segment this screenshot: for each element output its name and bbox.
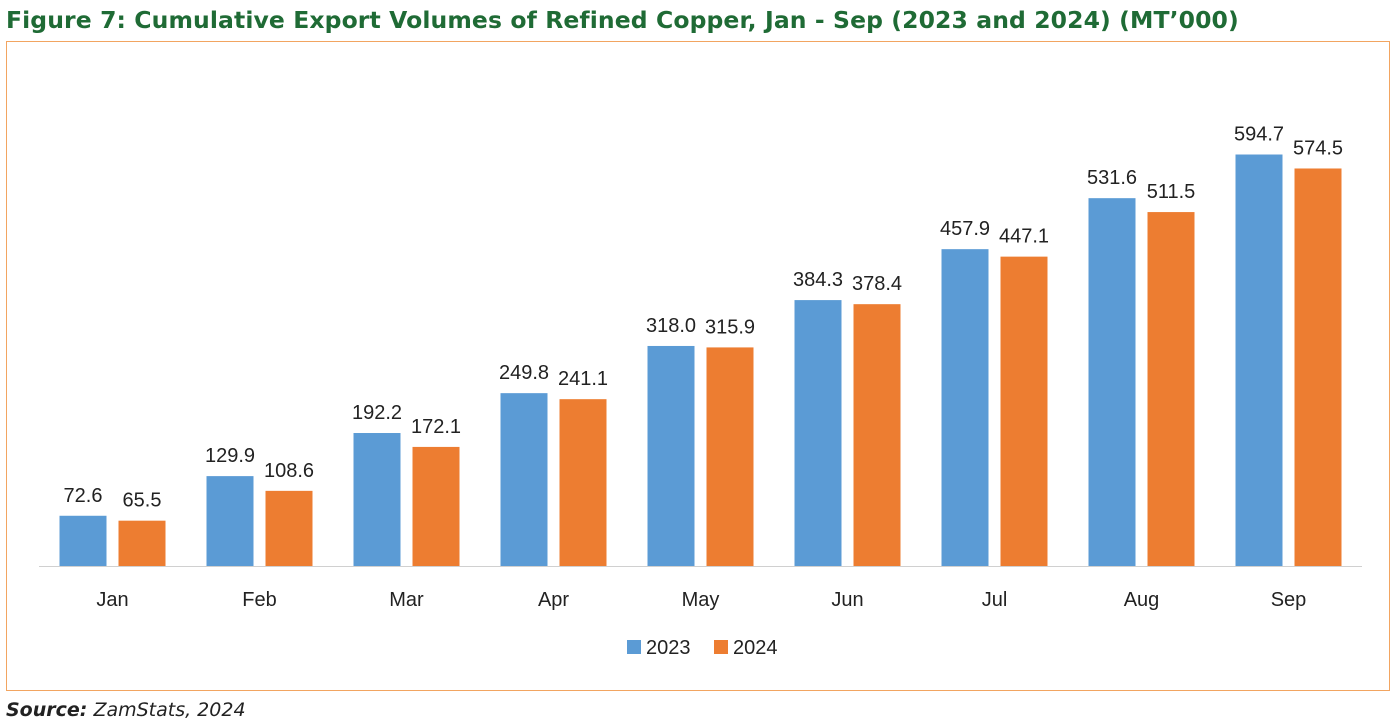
data-label-2023-feb: 129.9 [205, 445, 255, 467]
bar-chart: 72.6 65.5 Jan 129.9 108.6 Feb 192.2 172.1 Mar 249… [39, 124, 1362, 659]
data-label-2023-sep: 594.7 [1234, 124, 1284, 146]
bar-2023-jul [941, 249, 989, 567]
chart-frame: 72.6 65.5 Jan 129.9 108.6 Feb 192.2 172.1 Mar 249… [6, 41, 1390, 691]
bar-2023-feb [206, 476, 254, 566]
bar-2024-jul [1000, 256, 1048, 566]
bar-2024-jun [853, 304, 901, 566]
x-tick-label-mar: Mar [389, 589, 424, 611]
legend-label-2024: 2024 [733, 637, 778, 659]
x-tick-label-feb: Feb [242, 589, 276, 611]
data-label-2023-may: 318.0 [646, 315, 696, 337]
data-label-2023-aug: 531.6 [1087, 167, 1137, 189]
bar-2023-jan [59, 515, 107, 566]
plot-area: 72.6 65.5 Jan 129.9 108.6 Feb 192.2 172.1 Mar 249… [39, 124, 1362, 611]
source-label: Source: [6, 699, 88, 721]
x-tick-label-aug: Aug [1124, 589, 1160, 611]
data-label-2023-jun: 384.3 [793, 269, 843, 291]
data-label-2024-jul: 447.1 [999, 226, 1049, 248]
bar-2023-may [647, 345, 695, 566]
bar-2024-apr [559, 399, 607, 566]
bar-2023-apr [500, 393, 548, 566]
data-label-2024-jun: 378.4 [852, 273, 902, 295]
bar-2023-aug [1088, 198, 1136, 566]
chart-title: Figure 7: Cumulative Export Volumes of R… [6, 6, 1239, 34]
bar-2024-mar [412, 446, 460, 566]
legend-label-2023: 2023 [646, 637, 691, 659]
bar-2024-feb [265, 490, 313, 566]
x-tick-label-jul: Jul [982, 589, 1008, 611]
bar-2024-sep [1294, 168, 1342, 566]
data-label-2023-jul: 457.9 [940, 218, 990, 240]
x-tick-label-sep: Sep [1271, 589, 1307, 611]
bar-2023-sep [1235, 154, 1283, 566]
data-label-2024-feb: 108.6 [264, 460, 314, 482]
source-text: ZamStats, 2024 [93, 699, 246, 721]
bar-2023-mar [353, 433, 401, 566]
data-label-2024-jan: 65.5 [123, 490, 162, 512]
data-label-2023-apr: 249.8 [499, 362, 549, 384]
data-label-2024-apr: 241.1 [558, 368, 608, 390]
bar-2023-jun [794, 300, 842, 566]
data-label-2024-mar: 172.1 [411, 416, 461, 438]
data-label-2024-aug: 511.5 [1147, 181, 1196, 203]
bar-2024-aug [1147, 212, 1195, 566]
x-tick-label-jan: Jan [96, 589, 128, 611]
x-tick-label-jun: Jun [831, 589, 863, 611]
bar-2024-jan [118, 520, 166, 566]
data-label-2024-sep: 574.5 [1293, 137, 1343, 159]
x-tick-label-apr: Apr [538, 589, 569, 611]
source-note: Source: ZamStats, 2024 [6, 699, 246, 721]
data-label-2024-may: 315.9 [705, 316, 755, 338]
legend-swatch-2023 [627, 640, 641, 654]
legend: 2023 2024 [627, 637, 778, 659]
legend-swatch-2024 [714, 640, 728, 654]
x-tick-label-may: May [682, 589, 720, 611]
data-label-2023-mar: 192.2 [352, 402, 402, 424]
data-label-2023-jan: 72.6 [64, 485, 103, 507]
bar-2024-may [706, 347, 754, 566]
